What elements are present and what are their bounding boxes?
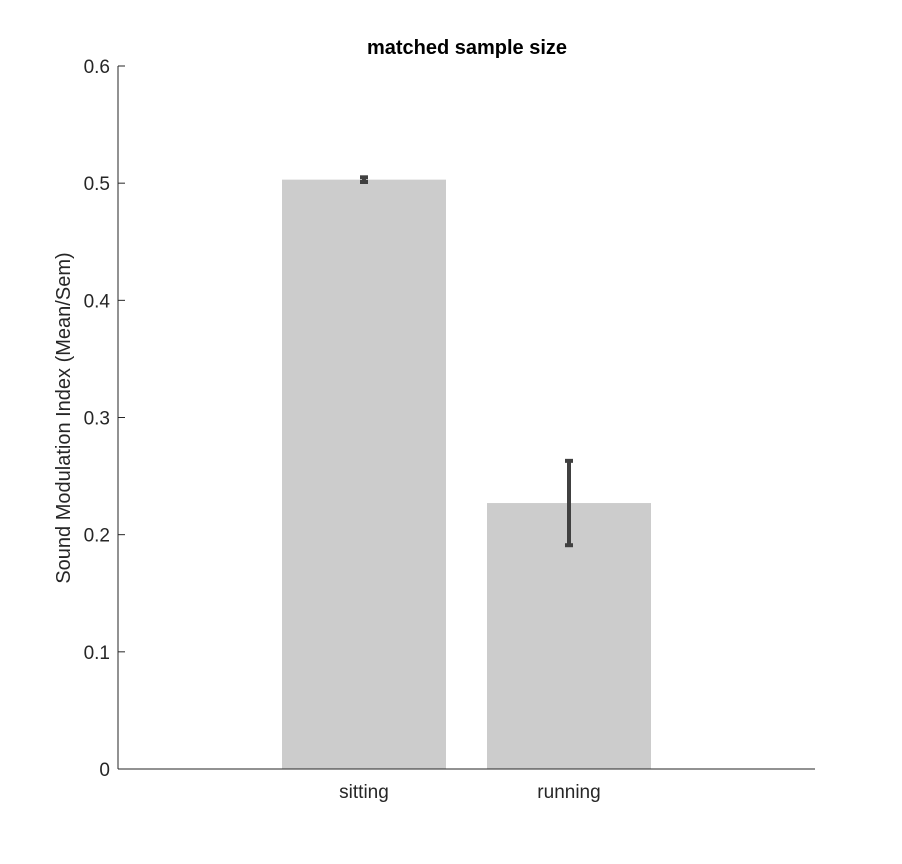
y-tick-label-1: 0.1 (84, 643, 110, 664)
axes-layer: sitting running 0 0.1 0.2 0.3 0.4 0.5 0.6 (84, 57, 815, 803)
y-tick-label-3: 0.3 (84, 409, 110, 430)
bars-layer (282, 179, 651, 769)
error-bar-sitting (360, 175, 368, 184)
y-tick-label-2: 0.2 (84, 526, 110, 547)
error-bars-layer (360, 175, 573, 548)
error-bar-running (565, 458, 573, 548)
bar-running (487, 503, 651, 769)
x-tick-label-sitting: sitting (339, 782, 389, 803)
y-tick-label-6: 0.6 (84, 57, 110, 78)
y-tick-label-4: 0.4 (84, 291, 111, 312)
chart-title: matched sample size (367, 37, 567, 59)
bar-sitting (282, 179, 446, 769)
y-tick-label-0: 0 (99, 760, 110, 781)
x-tick-label-running: running (537, 782, 600, 803)
y-axis-label: Sound Modulation Index (Mean/Sem) (53, 252, 75, 583)
y-tick-label-5: 0.5 (84, 174, 110, 195)
